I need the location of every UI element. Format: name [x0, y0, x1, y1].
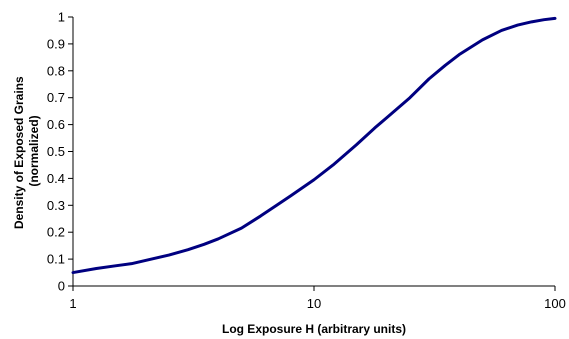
y-tick-label: 0.6	[47, 117, 65, 132]
series-layer	[71, 16, 557, 275]
y-tick-label: 0.9	[47, 36, 65, 51]
x-axis-ticks: 1 10 100	[69, 286, 566, 311]
y-tick-label: 0.2	[47, 225, 65, 240]
x-tick-label: 1	[69, 296, 76, 311]
y-tick-label: 0.3	[47, 198, 65, 213]
y-tick-label: 0.4	[47, 171, 65, 186]
y-tick-label: 0.1	[47, 252, 65, 267]
y-axis-ticks: 0 0.1 0.2 0.3 0.4 0.5 0.6 0.7 0.8 0.9 1	[47, 10, 73, 294]
y-tick-label: 0.5	[47, 144, 65, 159]
x-tick-label: 100	[544, 296, 566, 311]
plot-area: 1 10 100 0 0.1 0.2 0.3 0.4 0.5 0.6 0.7 0.8 0.9 1	[47, 10, 566, 312]
y-tick-label: 0	[58, 279, 65, 294]
y-tick-label: 0.8	[47, 63, 65, 78]
y-axis-title-line-1: Density of Exposed Grains	[12, 76, 26, 229]
x-tick-label: 10	[307, 296, 321, 311]
x-axis-title: Log Exposure H (arbitrary units)	[222, 322, 406, 336]
y-axis-title-line-2: (normalized)	[27, 115, 41, 186]
series-line	[71, 16, 557, 275]
y-axis-title: Density of Exposed Grains (normalized)	[12, 73, 41, 229]
y-tick-label: 1	[58, 10, 65, 25]
y-tick-label: 0.7	[47, 90, 65, 105]
